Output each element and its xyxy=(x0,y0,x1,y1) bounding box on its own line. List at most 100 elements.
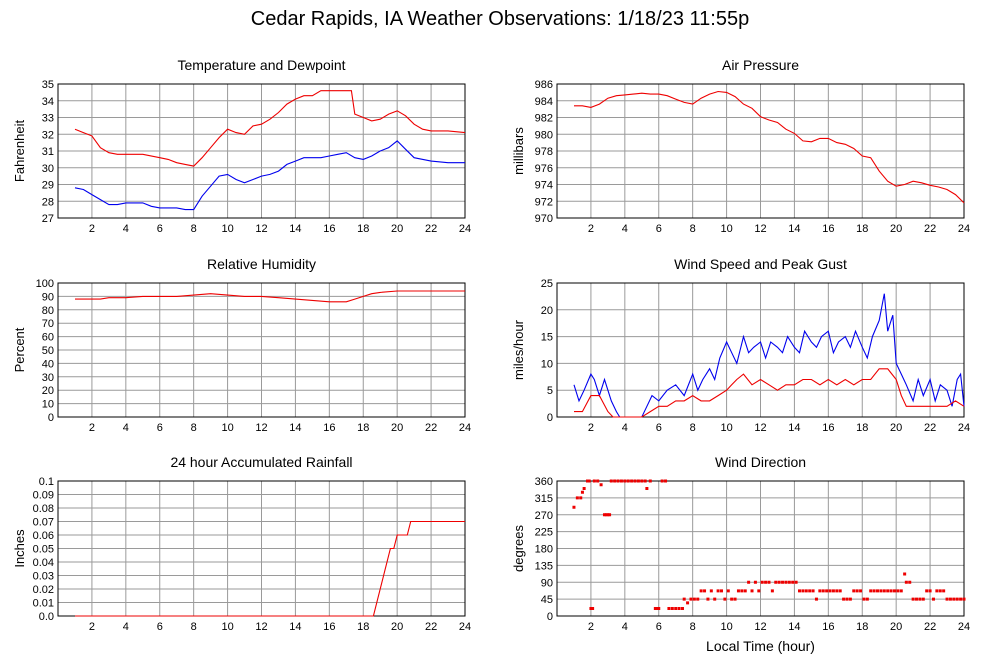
direction-point xyxy=(716,589,720,593)
y-tick-label: 33 xyxy=(42,113,54,125)
x-tick-label: 10 xyxy=(221,422,233,434)
direction-point xyxy=(682,597,686,601)
y-tick-label: 0.0 xyxy=(39,611,54,623)
x-tick-label: 6 xyxy=(656,621,662,633)
direction-point xyxy=(845,597,849,601)
direction-point xyxy=(938,589,942,593)
x-tick-label: 14 xyxy=(289,422,301,434)
y-tick-label: 972 xyxy=(535,196,553,208)
x-tick-label: 16 xyxy=(323,422,335,434)
x-tick-label: 18 xyxy=(357,621,369,633)
y-tick-label: 90 xyxy=(541,577,553,589)
chart-title: Air Pressure xyxy=(722,57,799,73)
x-tick-label: 20 xyxy=(391,621,403,633)
direction-point xyxy=(586,479,590,483)
x-tick-label: 20 xyxy=(890,621,902,633)
y-tick-label: 0 xyxy=(547,611,553,623)
x-tick-label: 24 xyxy=(958,422,970,434)
direction-point xyxy=(616,479,620,483)
direction-point xyxy=(592,479,596,483)
direction-point xyxy=(903,572,907,576)
direction-point xyxy=(942,589,946,593)
x-tick-label: 20 xyxy=(391,223,403,235)
series-line-0 xyxy=(74,90,466,167)
x-tick-label: 6 xyxy=(157,621,163,633)
direction-point xyxy=(606,513,610,517)
y-tick-label: 10 xyxy=(42,399,54,411)
x-tick-label: 6 xyxy=(656,422,662,434)
direction-point xyxy=(804,589,808,593)
x-tick-label: 16 xyxy=(822,422,834,434)
x-tick-label: 16 xyxy=(323,621,335,633)
x-tick-label: 22 xyxy=(924,422,936,434)
y-tick-label: 974 xyxy=(535,180,553,192)
direction-point xyxy=(580,490,584,494)
y-tick-label: 315 xyxy=(535,493,553,505)
y-tick-label: 0.01 xyxy=(33,598,54,610)
direction-point xyxy=(640,479,644,483)
chart-title: Wind Speed and Peak Gust xyxy=(674,256,847,272)
direction-point xyxy=(869,589,873,593)
direction-point xyxy=(828,589,832,593)
x-tick-label: 16 xyxy=(822,223,834,235)
page-title: Cedar Rapids, IA Weather Observations: 1… xyxy=(250,8,750,30)
x-tick-label: 2 xyxy=(89,422,95,434)
direction-point xyxy=(876,589,880,593)
y-tick-label: 982 xyxy=(535,113,553,125)
direction-point xyxy=(604,513,608,517)
x-tick-label: 10 xyxy=(720,223,732,235)
direction-point xyxy=(723,597,727,601)
x-tick-label: 4 xyxy=(123,621,129,633)
direction-point xyxy=(784,580,788,584)
x-tick-label: 24 xyxy=(459,621,471,633)
series-line-0 xyxy=(75,290,465,303)
plot-frame xyxy=(57,83,466,219)
direction-point xyxy=(699,589,703,593)
y-tick-label: 45 xyxy=(541,594,553,606)
y-tick-label: 29 xyxy=(42,180,54,192)
y-tick-label: 5 xyxy=(547,385,553,397)
direction-point xyxy=(952,597,956,601)
direction-point xyxy=(915,597,919,601)
direction-point xyxy=(862,597,866,601)
direction-point xyxy=(572,505,576,509)
direction-point xyxy=(608,513,612,517)
x-tick-label: 20 xyxy=(391,422,403,434)
x-tick-label: 24 xyxy=(459,223,471,235)
direction-point xyxy=(596,479,600,483)
y-tick-label: 0.1 xyxy=(39,476,54,488)
y-axis-label: degrees xyxy=(511,525,526,572)
direction-point xyxy=(726,589,730,593)
direction-point xyxy=(908,580,912,584)
x-tick-label: 4 xyxy=(123,422,129,434)
direction-point xyxy=(928,589,932,593)
direction-point xyxy=(653,607,657,610)
direction-point xyxy=(825,589,829,593)
direction-point xyxy=(962,597,966,601)
plot-frame xyxy=(57,282,466,418)
direction-point xyxy=(674,607,678,610)
direction-point xyxy=(636,479,640,483)
y-axis-label: Percent xyxy=(12,327,27,372)
direction-point xyxy=(623,479,627,483)
x-tick-label: 6 xyxy=(656,223,662,235)
x-tick-label: 12 xyxy=(255,621,267,633)
x-tick-label: 18 xyxy=(856,223,868,235)
x-tick-label: 14 xyxy=(788,621,800,633)
direction-point xyxy=(680,607,684,610)
direction-point xyxy=(831,589,835,593)
direction-point xyxy=(818,589,822,593)
direction-point xyxy=(599,483,603,487)
direction-point xyxy=(686,601,690,605)
x-tick-label: 4 xyxy=(622,223,628,235)
direction-point xyxy=(730,597,734,601)
y-tick-label: 978 xyxy=(535,146,553,158)
direction-point xyxy=(633,479,637,483)
direction-point xyxy=(764,580,768,584)
y-tick-label: 20 xyxy=(541,305,553,317)
direction-point xyxy=(613,479,617,483)
x-tick-label: 22 xyxy=(425,621,437,633)
